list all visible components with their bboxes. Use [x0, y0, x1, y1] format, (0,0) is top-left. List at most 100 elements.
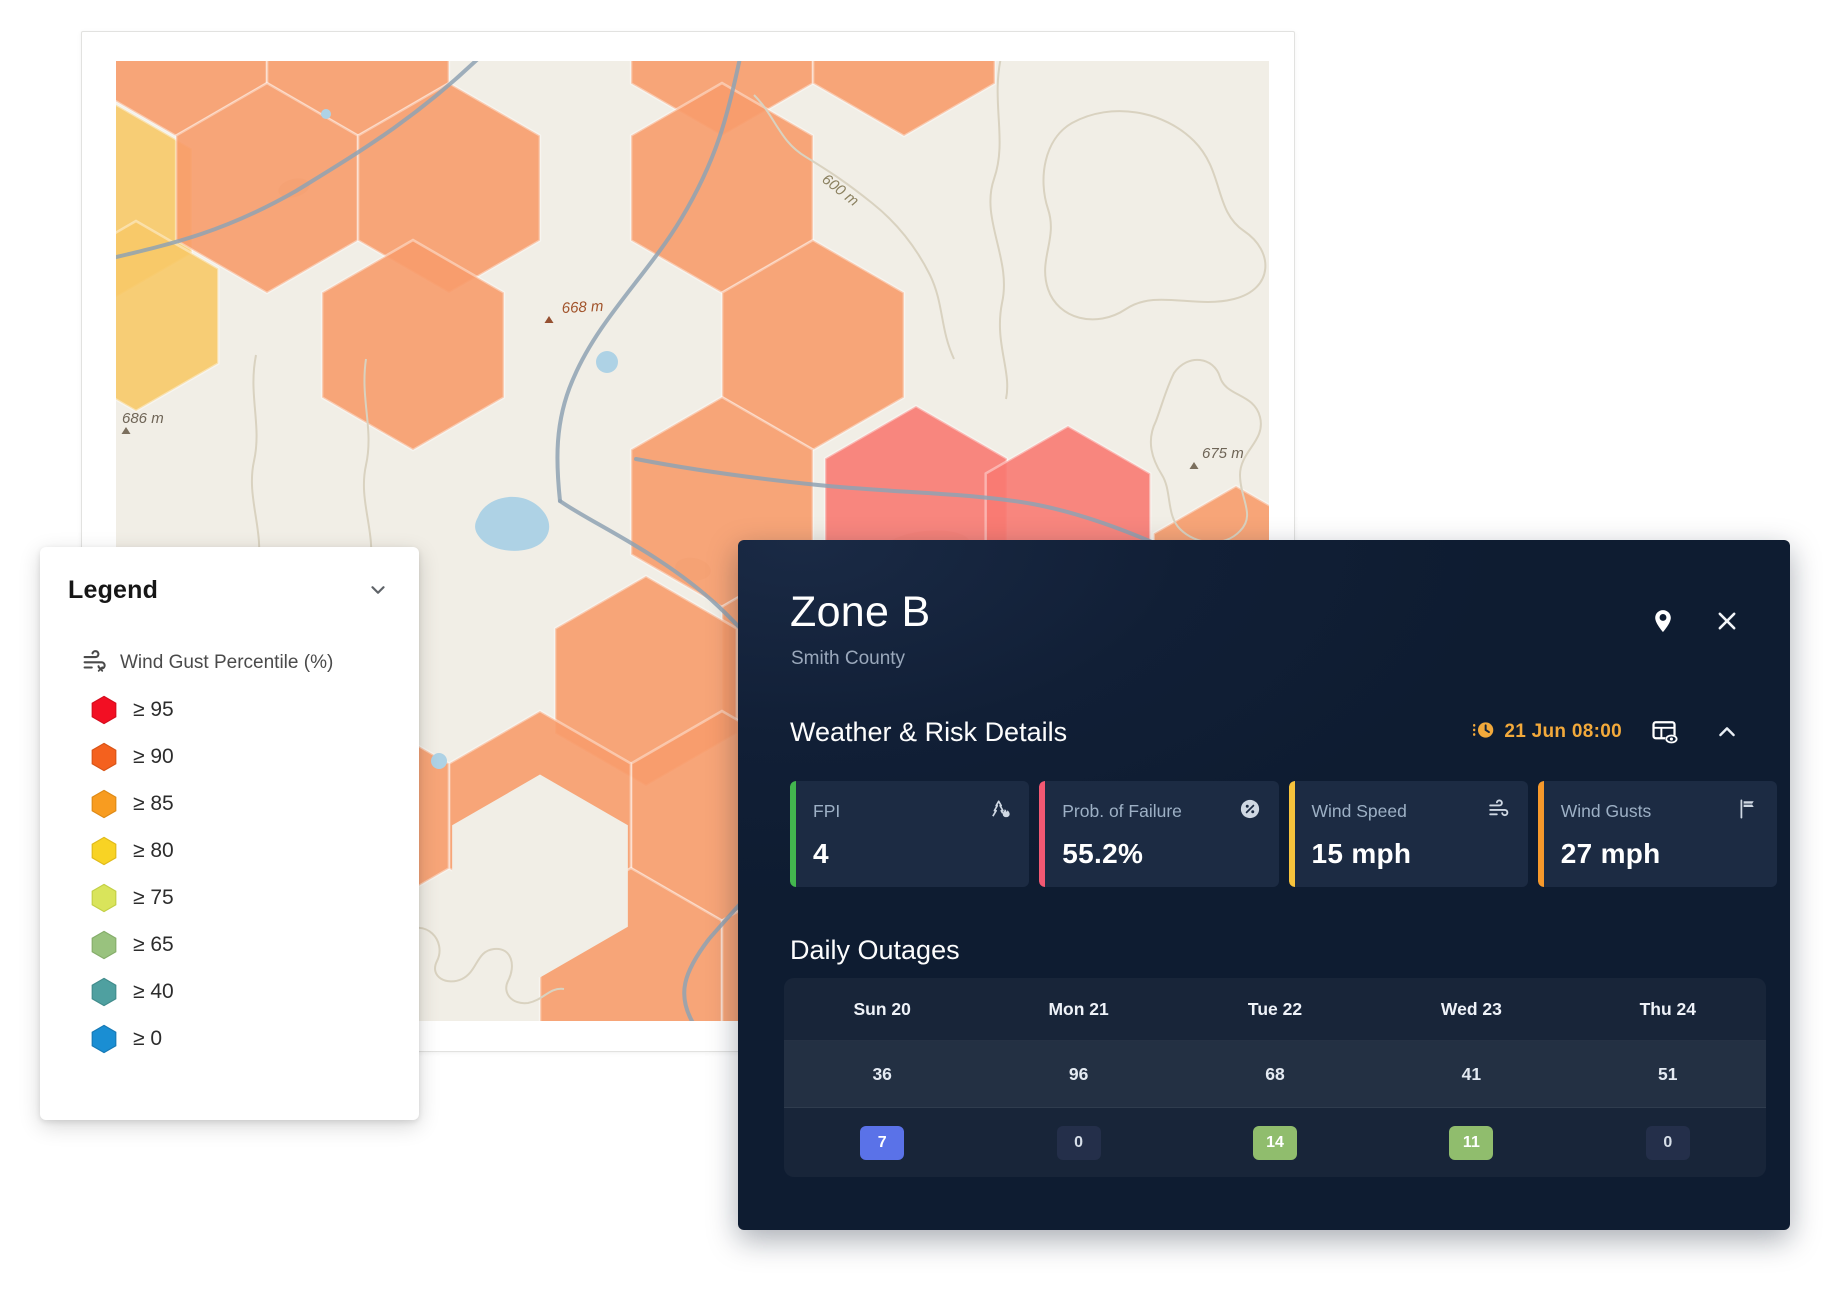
legend-item-label: ≥ 85 — [133, 791, 174, 815]
hexagon-swatch — [91, 1024, 117, 1053]
percent-icon — [1239, 798, 1261, 825]
legend-header: Legend — [68, 573, 391, 607]
history-clock-icon — [1472, 718, 1496, 747]
legend-items: ≥ 95 ≥ 90 ≥ 85 ≥ 80 ≥ 75 ≥ 65 ≥ 40 ≥ 0 — [89, 686, 391, 1062]
outage-days-row: Sun 20 Mon 21 Tue 22 Wed 23 Thu 24 — [784, 978, 1766, 1041]
chevron-up-icon — [1719, 727, 1735, 737]
legend-item-label: ≥ 80 — [133, 838, 174, 862]
hex-cell — [629, 81, 815, 295]
outage-total: 36 — [872, 1063, 892, 1084]
legend-field-row: Wind Gust Percentile (%) — [82, 648, 391, 678]
outage-day-header: Sun 20 — [853, 998, 911, 1019]
contour-line — [362, 358, 373, 592]
outage-total: 96 — [1068, 1063, 1089, 1084]
table-view-button[interactable] — [1646, 713, 1684, 751]
section-title: Weather & Risk Details — [790, 716, 1068, 747]
legend-item: ≥ 75 — [89, 874, 391, 921]
hex-cell — [174, 81, 360, 295]
close-icon — [1718, 612, 1736, 630]
wind-icon — [82, 648, 108, 679]
outage-total: 68 — [1265, 1063, 1285, 1084]
outage-badge: 0 — [1645, 1125, 1690, 1160]
stat-accent-bar — [1288, 781, 1295, 887]
outage-total: 41 — [1461, 1063, 1482, 1084]
hexagon-swatch — [91, 742, 117, 771]
water-body — [431, 753, 447, 769]
stat-label: Prob. of Failure — [1062, 801, 1182, 821]
legend-item-label: ≥ 65 — [133, 932, 174, 956]
contour-line — [250, 354, 261, 568]
stat-accent-bar — [1537, 781, 1544, 887]
outage-badge: 0 — [1056, 1125, 1101, 1160]
contour-line — [753, 94, 955, 360]
hexagon-swatch — [91, 789, 117, 818]
fire-tree-icon — [989, 798, 1011, 825]
stat-value: 27 mph — [1560, 838, 1661, 869]
flag-icon — [1737, 798, 1759, 825]
hex-cell — [320, 238, 506, 452]
outage-totals-row: 36 96 68 41 51 — [784, 1041, 1766, 1108]
hex-cell — [116, 61, 269, 138]
daily-outages-table: Sun 20 Mon 21 Tue 22 Wed 23 Thu 24 36 96 68 41 5… — [784, 978, 1766, 1177]
zone-subtitle: Smith County — [791, 648, 906, 669]
table-eye-icon — [1652, 721, 1678, 744]
stat-label: FPI — [813, 801, 841, 821]
peak-marker — [544, 316, 554, 323]
daily-outages-title: Daily Outages — [790, 935, 960, 965]
road-line — [116, 61, 479, 260]
stat-value: 15 mph — [1311, 838, 1412, 869]
zone-title: Zone B — [790, 588, 931, 636]
hexagon-swatch — [91, 977, 117, 1006]
water-body — [321, 109, 331, 119]
stat-label: Wind Gusts — [1560, 801, 1652, 821]
stat-card-fpi: FPI 4 — [790, 781, 1030, 887]
collapse-section-button[interactable] — [1708, 713, 1746, 751]
stat-card-wind-speed: Wind Speed 15 mph — [1288, 781, 1528, 887]
outage-badges-row: 7 0 14 11 0 — [784, 1108, 1766, 1177]
legend-item-label: ≥ 75 — [133, 885, 174, 909]
stat-card-prob-of-failure: Prob. of Failure 55.2% — [1039, 781, 1279, 887]
locate-pin-button[interactable] — [1644, 602, 1682, 640]
legend-item: ≥ 65 — [89, 921, 391, 968]
stat-value: 55.2% — [1062, 838, 1144, 869]
hexagon-swatch — [91, 930, 117, 959]
contour-line — [401, 926, 565, 1005]
legend-item: ≥ 40 — [89, 968, 391, 1015]
outage-total: 51 — [1658, 1063, 1678, 1084]
outage-badge: 7 — [860, 1125, 905, 1160]
close-button[interactable] — [1708, 602, 1746, 640]
peak-marker — [121, 427, 131, 434]
outage-badge-cell: 14 — [1177, 1125, 1373, 1160]
timestamp-chip[interactable]: 21 Jun 08:00 — [1472, 718, 1622, 747]
outage-badge-cell: 0 — [980, 1125, 1176, 1160]
outage-badge-cell: 7 — [784, 1125, 980, 1160]
water-body — [596, 351, 618, 373]
peak-marker — [1189, 462, 1199, 469]
legend-title: Legend — [68, 575, 159, 604]
hex-cell — [452, 774, 628, 978]
timestamp-text: 21 Jun 08:00 — [1504, 721, 1622, 742]
legend-item: ≥ 0 — [89, 1015, 391, 1062]
water-body — [475, 496, 550, 551]
legend-panel: Legend Wind Gust Percentile (%) ≥ 95 ≥ 90… — [40, 547, 419, 1120]
legend-item-label: ≥ 40 — [133, 979, 174, 1003]
outage-badge: 11 — [1449, 1125, 1494, 1160]
hexagon-swatch — [91, 883, 117, 912]
stat-label: Wind Speed — [1311, 801, 1407, 821]
contour-line — [1149, 358, 1262, 544]
stat-card-wind-gusts: Wind Gusts 27 mph — [1537, 781, 1777, 887]
stat-accent-bar — [1039, 781, 1046, 887]
hex-cell — [265, 61, 451, 138]
hex-cell — [811, 61, 997, 138]
chevron-down-icon[interactable] — [365, 577, 391, 603]
hexagon-swatch — [91, 836, 117, 865]
outage-badge-cell: 0 — [1570, 1125, 1766, 1160]
legend-item-label: ≥ 90 — [133, 744, 174, 768]
stat-value: 4 — [813, 838, 829, 869]
outage-day-header: Mon 21 — [1048, 998, 1109, 1019]
contour-line — [989, 61, 1009, 400]
zone-detail-panel: Zone B Smith County Weather & Risk Detai… — [738, 540, 1790, 1230]
hexagon-swatch — [91, 695, 117, 724]
hex-cell — [116, 219, 220, 413]
legend-item: ≥ 80 — [89, 827, 391, 874]
